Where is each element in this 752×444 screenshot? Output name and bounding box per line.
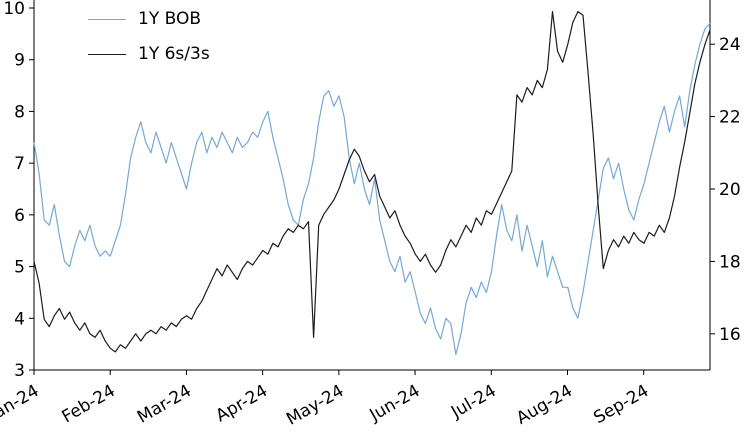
x-axis-tick-label: Jun-24	[366, 381, 424, 426]
right-axis-tick-label: 16	[719, 325, 741, 345]
right-axis-tick-label: 20	[719, 180, 741, 200]
legend-label-bob: 1Y BOB	[138, 8, 202, 29]
x-axis-tick-label: Apr-24	[213, 381, 272, 426]
left-axis-tick-label: 9	[14, 51, 25, 71]
series-line-0	[33, 23, 711, 356]
right-axis-tick-label: 24	[719, 35, 741, 55]
x-axis-tick-label: Feb-24	[59, 381, 119, 427]
left-axis-tick-label: 8	[14, 102, 25, 122]
left-axis-tick-label: 3	[14, 361, 25, 381]
legend-item-bob: 1Y BOB	[88, 6, 210, 32]
right-axis-tick-label: 18	[719, 252, 741, 272]
left-axis-tick-label: 7	[14, 154, 25, 174]
right-axis-tick-label: 22	[719, 108, 741, 128]
left-axis-tick-label: 10	[3, 0, 25, 19]
x-axis-tick-label: Aug-24	[513, 381, 576, 429]
left-axis-tick-label: 6	[14, 206, 25, 226]
x-axis-tick-label: Jan-24	[0, 381, 43, 426]
x-axis-tick-label: May-24	[283, 381, 347, 430]
legend-swatch-6s3s	[88, 53, 126, 55]
x-axis-tick-label: Sep-24	[590, 381, 652, 428]
x-axis-tick-label: Jul-24	[447, 381, 500, 423]
series-line-1	[33, 11, 711, 353]
x-axis-tick-label: Mar-24	[134, 381, 195, 428]
left-axis-tick-label: 5	[14, 258, 25, 278]
legend-label-6s3s: 1Y 6s/3s	[138, 43, 210, 64]
left-axis-tick-label: 4	[14, 309, 25, 329]
legend-swatch-bob	[88, 18, 126, 20]
legend-item-6s3s: 1Y 6s/3s	[88, 41, 210, 67]
chart-legend: 1Y BOB 1Y 6s/3s	[88, 6, 210, 67]
